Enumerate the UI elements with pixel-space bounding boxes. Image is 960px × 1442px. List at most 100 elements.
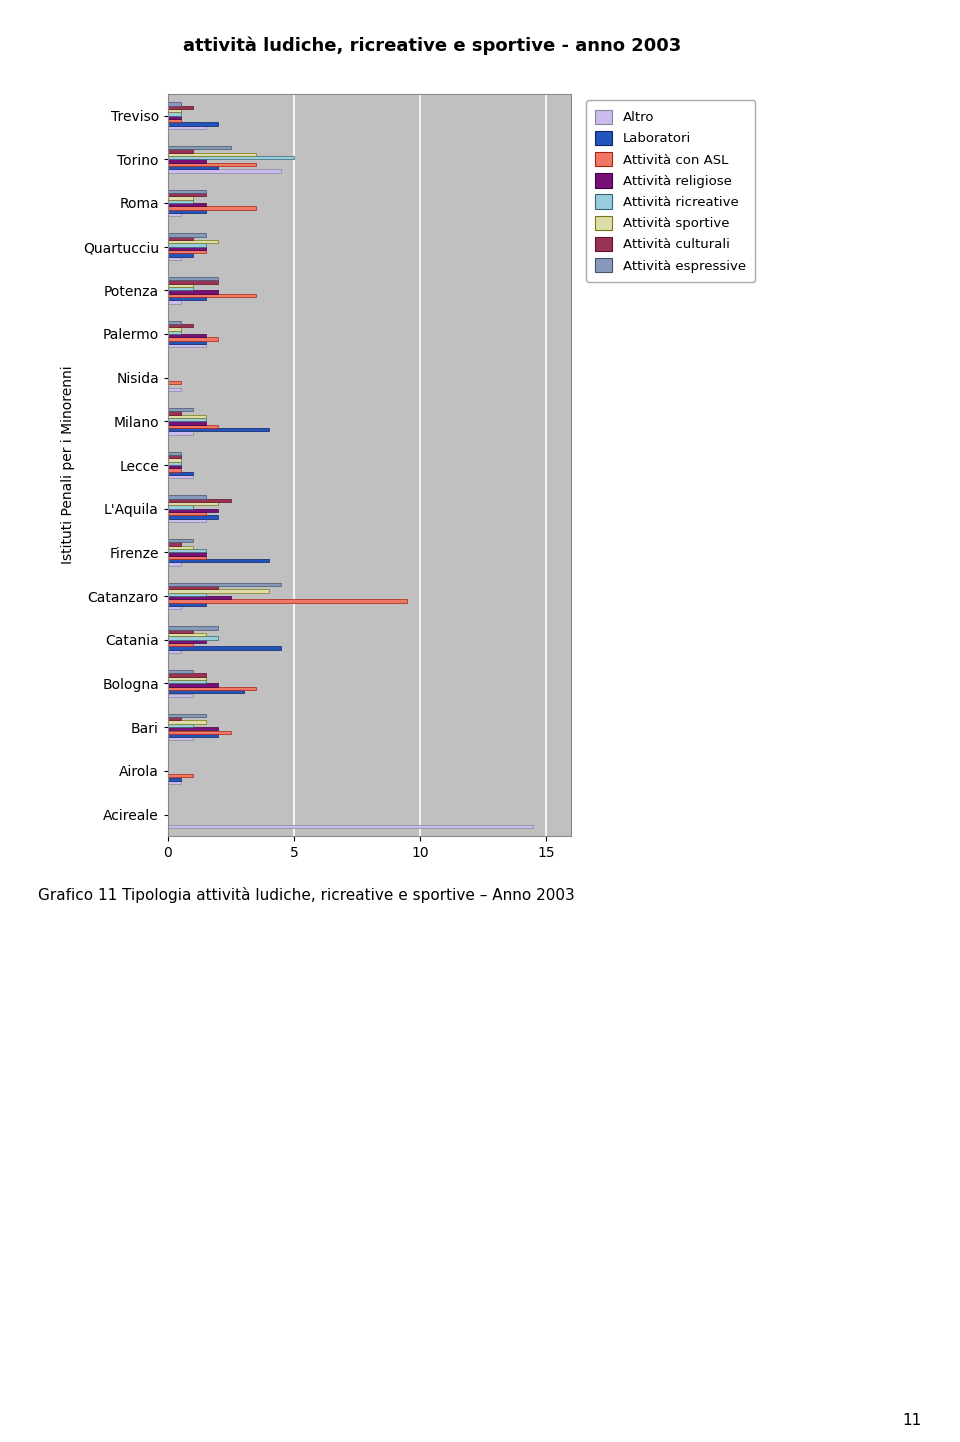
Bar bbox=[168, 596, 231, 600]
Bar bbox=[168, 381, 180, 385]
Bar bbox=[168, 552, 205, 555]
Bar bbox=[168, 196, 193, 199]
Bar bbox=[168, 236, 193, 239]
Bar bbox=[168, 671, 193, 673]
Bar bbox=[168, 456, 180, 459]
Bar bbox=[168, 199, 193, 203]
Bar bbox=[168, 193, 205, 196]
Bar bbox=[168, 505, 193, 509]
Bar bbox=[168, 209, 205, 213]
Bar bbox=[168, 300, 180, 304]
Bar bbox=[168, 542, 180, 545]
Bar bbox=[168, 330, 180, 335]
Bar bbox=[168, 421, 205, 425]
Bar bbox=[168, 691, 244, 694]
Bar bbox=[168, 630, 193, 633]
Text: attività ludiche, ricreative e sportive - anno 2003: attività ludiche, ricreative e sportive … bbox=[182, 36, 682, 55]
Bar bbox=[168, 247, 205, 249]
Bar bbox=[168, 585, 218, 590]
Bar bbox=[168, 203, 205, 206]
Text: Grafico 11 Tipologia attività ludiche, ricreative e sportive – Anno 2003: Grafico 11 Tipologia attività ludiche, r… bbox=[38, 887, 575, 903]
Bar bbox=[168, 159, 205, 163]
Bar bbox=[168, 239, 218, 244]
Bar bbox=[168, 626, 218, 630]
Bar bbox=[168, 327, 180, 330]
Bar bbox=[168, 499, 231, 502]
Bar bbox=[168, 515, 218, 519]
Bar bbox=[168, 502, 218, 505]
Bar bbox=[168, 411, 180, 415]
Bar bbox=[168, 643, 193, 646]
Bar bbox=[168, 593, 205, 596]
Bar bbox=[168, 118, 180, 123]
Bar bbox=[168, 254, 193, 257]
Bar bbox=[168, 451, 180, 456]
Bar bbox=[168, 345, 205, 348]
Bar bbox=[168, 115, 180, 118]
Bar bbox=[168, 777, 180, 780]
Bar bbox=[168, 294, 256, 297]
Bar bbox=[168, 555, 205, 559]
Bar bbox=[168, 496, 205, 499]
Bar bbox=[168, 150, 193, 153]
Bar bbox=[168, 734, 218, 737]
Bar bbox=[168, 102, 180, 105]
Bar bbox=[168, 684, 218, 686]
Bar bbox=[168, 731, 231, 734]
Bar bbox=[168, 686, 256, 691]
Bar bbox=[168, 244, 205, 247]
Bar bbox=[168, 774, 193, 777]
Bar bbox=[168, 681, 205, 684]
Bar bbox=[168, 633, 205, 636]
Bar bbox=[168, 606, 180, 610]
Bar bbox=[168, 650, 180, 653]
Bar bbox=[168, 694, 193, 696]
Bar bbox=[168, 284, 193, 287]
Bar bbox=[168, 676, 205, 681]
Bar bbox=[168, 472, 193, 474]
Bar bbox=[168, 125, 205, 128]
Text: 11: 11 bbox=[902, 1413, 922, 1428]
Bar bbox=[168, 466, 180, 469]
Bar bbox=[168, 562, 180, 565]
Bar bbox=[168, 340, 205, 345]
Bar bbox=[168, 509, 218, 512]
Bar bbox=[168, 234, 205, 236]
Bar bbox=[168, 213, 180, 216]
Bar bbox=[168, 169, 281, 173]
Bar bbox=[168, 110, 180, 112]
Bar bbox=[168, 287, 193, 290]
Bar bbox=[168, 721, 205, 724]
Bar bbox=[168, 153, 256, 156]
Bar bbox=[168, 469, 180, 472]
Bar bbox=[168, 156, 294, 159]
Bar bbox=[168, 737, 193, 741]
Bar bbox=[168, 636, 218, 640]
Bar bbox=[168, 545, 193, 549]
Bar bbox=[168, 431, 193, 434]
Bar bbox=[168, 549, 205, 552]
Bar bbox=[168, 206, 256, 209]
Bar bbox=[168, 600, 407, 603]
Bar bbox=[168, 297, 205, 300]
Bar bbox=[168, 724, 193, 727]
Bar bbox=[168, 727, 218, 731]
Bar bbox=[168, 163, 256, 166]
Bar bbox=[168, 590, 269, 593]
Bar bbox=[168, 415, 205, 418]
Bar bbox=[168, 166, 218, 169]
Bar bbox=[168, 646, 281, 650]
Bar bbox=[168, 474, 193, 479]
Bar bbox=[168, 189, 205, 193]
Bar bbox=[168, 539, 193, 542]
Bar bbox=[168, 123, 218, 125]
Bar bbox=[168, 559, 269, 562]
Bar bbox=[168, 335, 205, 337]
Bar bbox=[168, 782, 180, 784]
Bar bbox=[168, 146, 231, 149]
Bar bbox=[168, 388, 180, 391]
Bar bbox=[168, 640, 205, 643]
Bar bbox=[168, 583, 281, 585]
Bar bbox=[168, 337, 218, 340]
Bar bbox=[168, 112, 180, 115]
